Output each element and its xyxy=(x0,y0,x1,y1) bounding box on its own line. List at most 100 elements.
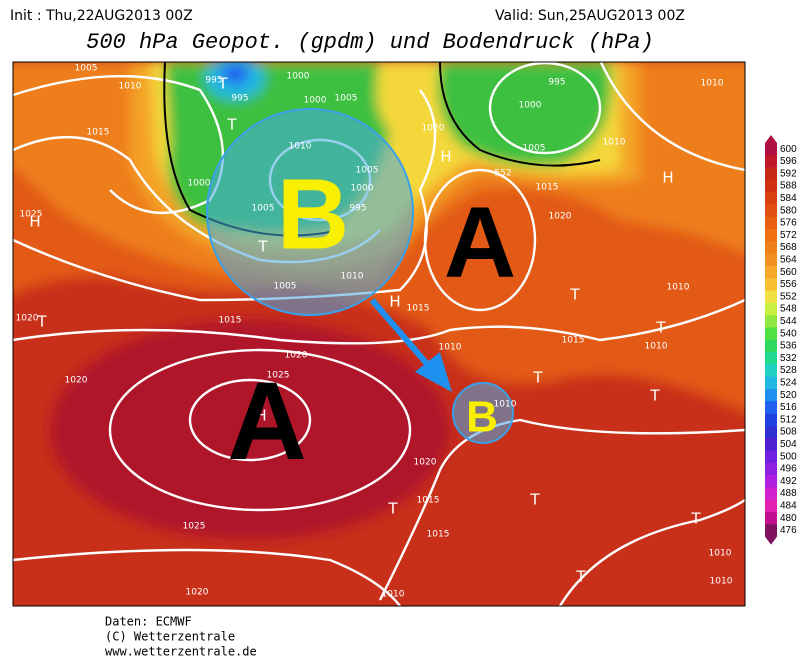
legend-swatch xyxy=(765,302,777,316)
isobar-label: 1020 xyxy=(414,458,437,468)
legend-swatch xyxy=(765,266,777,279)
legend-label: 540 xyxy=(780,328,797,339)
isobar-label: 1020 xyxy=(16,314,39,324)
low-pressure-zone xyxy=(206,108,414,316)
isobar-label: 1005 xyxy=(356,166,379,176)
legend-label: 572 xyxy=(780,230,797,241)
pressure-symbol: H xyxy=(29,213,40,231)
pressure-symbol: H xyxy=(440,148,451,166)
isobar-label: 1015 xyxy=(407,304,430,314)
isobar-label: 1015 xyxy=(219,316,242,326)
pressure-symbol: T xyxy=(36,313,47,331)
isobar-label: 1015 xyxy=(87,128,110,138)
pressure-symbol: T xyxy=(569,286,580,304)
legend-swatch xyxy=(765,278,777,291)
pressure-symbol: T xyxy=(217,75,228,93)
low-pressure-zone xyxy=(452,382,514,444)
legend-swatch xyxy=(765,462,777,476)
legend-cap xyxy=(765,536,777,545)
isobar-label: 995 xyxy=(349,204,366,214)
isobar-label: 1010 xyxy=(701,79,724,89)
legend-swatch xyxy=(765,413,777,427)
isobar-label: 1025 xyxy=(267,371,290,381)
legend-label: 504 xyxy=(780,439,797,450)
legend-swatch xyxy=(765,475,777,488)
legend-swatch xyxy=(765,524,777,537)
isobar-label: 1010 xyxy=(382,590,405,600)
isobar-label: 1015 xyxy=(417,496,440,506)
isobar-label: 1010 xyxy=(709,549,732,559)
pressure-symbol: T xyxy=(649,387,660,405)
isobar-label: 1010 xyxy=(645,342,668,352)
isobar-label: 1000 xyxy=(304,96,327,106)
pressure-symbol: T xyxy=(529,491,540,509)
legend-label: 592 xyxy=(780,168,797,179)
legend-label: 564 xyxy=(780,254,797,265)
isobar-label: 1000 xyxy=(287,72,310,82)
legend-swatch xyxy=(765,438,777,451)
legend-swatch xyxy=(765,389,777,402)
legend-swatch xyxy=(765,229,777,242)
isobar-label: 1025 xyxy=(183,522,206,532)
legend-label: 524 xyxy=(780,377,797,388)
legend-label: 500 xyxy=(780,451,797,462)
pressure-symbol: T xyxy=(257,238,268,256)
legend-label: 496 xyxy=(780,464,797,475)
legend-swatch xyxy=(765,512,777,525)
legend-swatch xyxy=(765,376,777,390)
legend-swatch xyxy=(765,327,777,341)
legend-label: 588 xyxy=(780,181,797,192)
footer-line: www.wetterzentrale.de xyxy=(105,645,257,659)
legend-label: 516 xyxy=(780,402,797,413)
legend-label: 520 xyxy=(780,390,797,401)
isobar-label: 1020 xyxy=(285,351,308,361)
isobar-label: 1005 xyxy=(274,282,297,292)
legend-label: 548 xyxy=(780,304,797,315)
legend-label: 552 xyxy=(780,291,797,302)
pressure-symbol: T xyxy=(532,369,543,387)
isobar-label: 1020 xyxy=(549,212,572,222)
airmass-marker: B xyxy=(277,158,349,270)
legend-swatch xyxy=(765,339,777,353)
isobar-label: 995 xyxy=(231,94,248,104)
legend-swatch xyxy=(765,487,777,500)
legend-swatch xyxy=(765,241,777,254)
legend-swatch xyxy=(765,364,777,377)
legend-cap xyxy=(765,135,777,143)
isobar-label: 1020 xyxy=(186,588,209,598)
isobar-label: 1005 xyxy=(252,204,275,214)
legend-swatch xyxy=(765,352,777,365)
airmass-marker: B xyxy=(466,393,498,442)
airmass-marker: A xyxy=(444,186,516,298)
isobar-label: 995 xyxy=(205,76,222,86)
isobar-label: 1015 xyxy=(536,183,559,193)
isobar-label: 1020 xyxy=(65,376,88,386)
legend-label: 512 xyxy=(780,414,797,425)
isobar-label: 1010 xyxy=(341,272,364,282)
map-frame xyxy=(12,61,746,607)
legend-swatch xyxy=(765,192,777,205)
isobar-label: 1010 xyxy=(119,82,142,92)
isobar-label: 1015 xyxy=(427,530,450,540)
legend-label: 544 xyxy=(780,316,797,327)
isobar-label: 1000 xyxy=(188,179,211,189)
isobar-label: 1005 xyxy=(75,64,98,74)
legend-label: 580 xyxy=(780,205,797,216)
legend-swatch xyxy=(765,204,777,218)
legend-label: 568 xyxy=(780,242,797,253)
legend-label: 600 xyxy=(780,144,797,155)
legend-label: 532 xyxy=(780,353,797,364)
legend-label: 596 xyxy=(780,156,797,167)
legend-swatch xyxy=(765,450,777,464)
legend-swatch xyxy=(765,216,777,230)
isobar-label: 995 xyxy=(548,78,565,88)
legend-label: 536 xyxy=(780,341,797,352)
legend-label: 584 xyxy=(780,193,797,204)
isobar-label: 1010 xyxy=(667,283,690,293)
pressure-symbol: T xyxy=(575,568,586,586)
legend-swatch xyxy=(765,290,777,304)
isobar-label: 1010 xyxy=(710,577,733,587)
legend-swatch xyxy=(765,143,777,156)
